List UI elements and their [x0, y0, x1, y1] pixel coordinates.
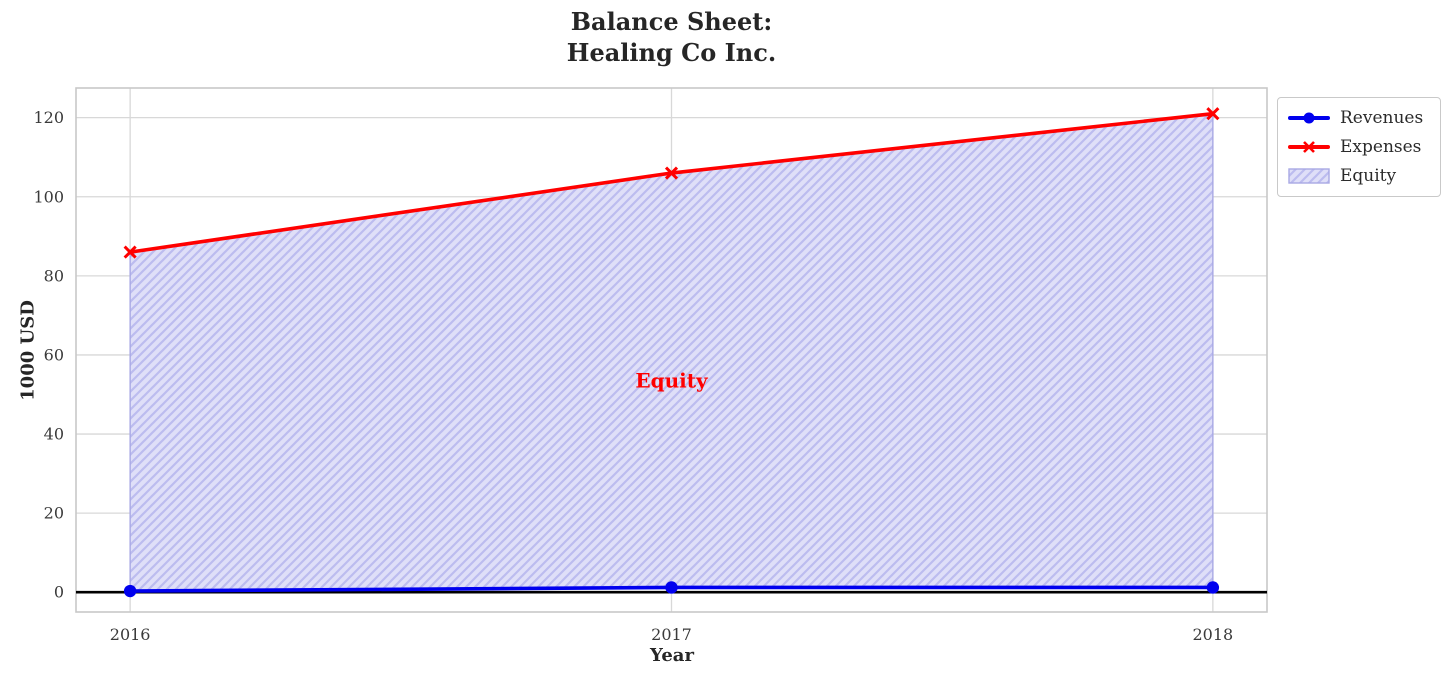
legend-item-equity: Equity	[1288, 164, 1428, 188]
y-tick-label: 20	[44, 504, 64, 523]
chart-title: Balance Sheet: Healing Co Inc.	[0, 6, 1343, 68]
legend-label-revenues: Revenues	[1340, 108, 1424, 128]
legend-label-expenses: Expenses	[1340, 137, 1422, 157]
legend-label-equity: Equity	[1340, 166, 1397, 186]
y-tick-label: 80	[44, 266, 64, 285]
revenues-line-icon	[1288, 112, 1330, 124]
y-tick-label: 60	[44, 345, 64, 364]
equity-patch-icon	[1288, 168, 1330, 184]
y-tick-label: 100	[33, 187, 64, 206]
y-tick-label: 0	[54, 583, 64, 602]
x-tick-label: 2017	[651, 625, 692, 644]
y-tick-label: 40	[44, 425, 64, 444]
legend: Revenues Expenses Equity	[1277, 97, 1441, 197]
legend-item-expenses: Expenses	[1288, 135, 1428, 159]
x-tick-label: 2018	[1193, 625, 1234, 644]
chart-title-line2: Healing Co Inc.	[566, 38, 777, 67]
chart-title-line1: Balance Sheet:	[570, 7, 773, 36]
x-axis-label: Year	[650, 645, 694, 666]
x-tick-label: 2016	[110, 625, 151, 644]
y-tick-label: 120	[33, 108, 64, 127]
equity-annotation: Equity	[635, 369, 709, 393]
legend-item-revenues: Revenues	[1288, 106, 1428, 130]
expenses-line-icon	[1288, 141, 1330, 153]
